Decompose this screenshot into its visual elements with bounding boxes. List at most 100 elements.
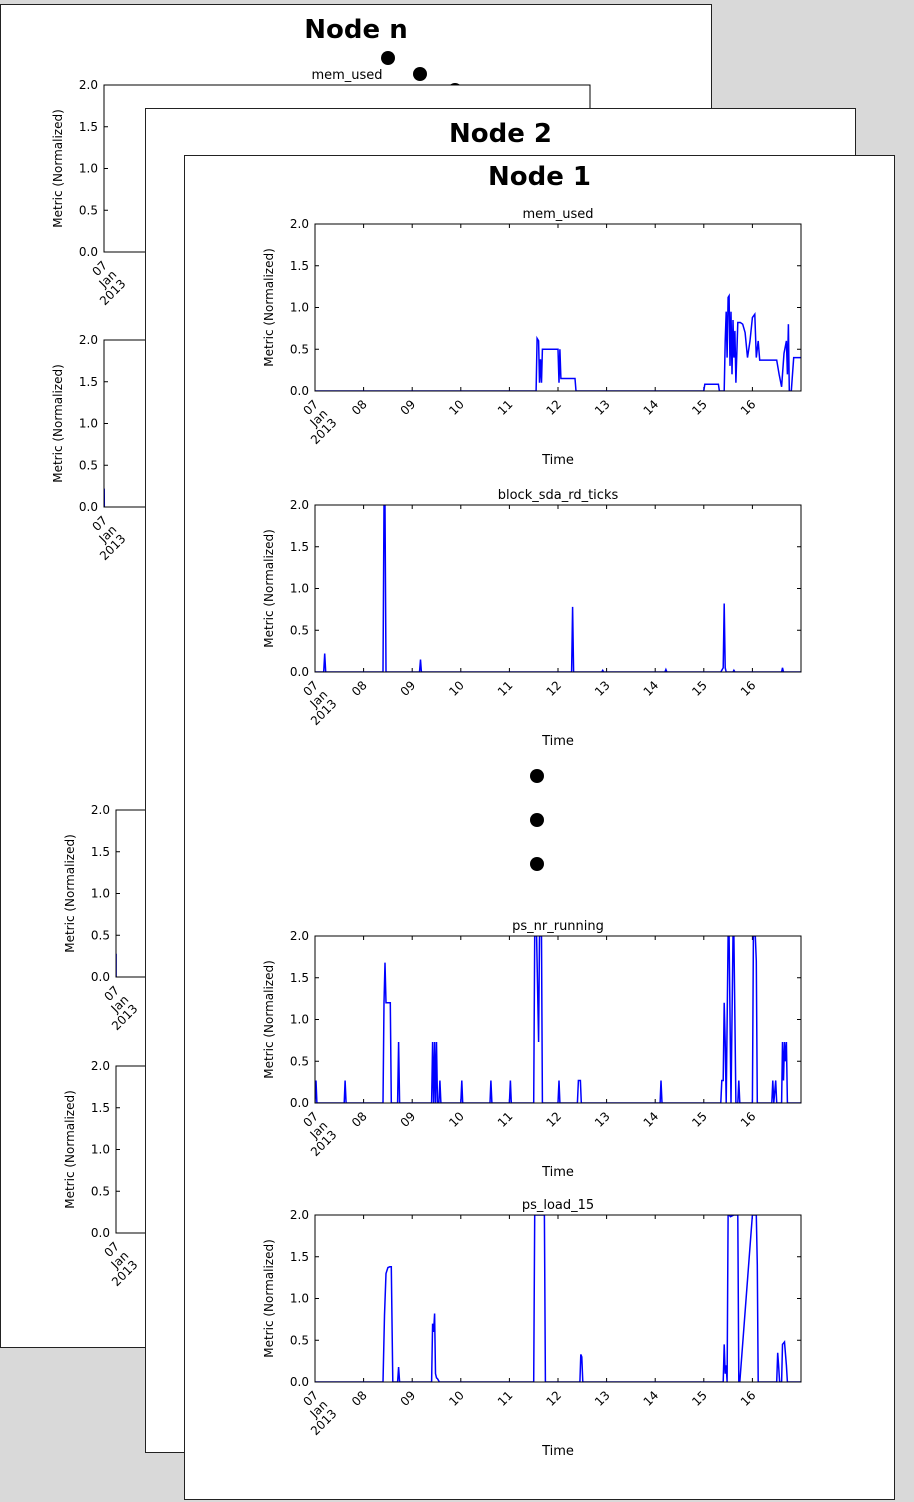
plot-ps-nr-running: ps_nr_running 0.0 0.5 1.0 1.5 2.0 Metric (Norm… — [262, 919, 802, 1180]
plot-area — [315, 936, 801, 1103]
x-tick-label: 15 — [689, 678, 710, 699]
y-axis-label: Metric (Normalized) — [262, 1239, 276, 1358]
plot-mem-used: mem_used 0.0 0.5 1.0 1.5 2.0 Metric (Normalize… — [262, 207, 802, 468]
y-tick-label: 0.0 — [91, 1226, 110, 1240]
y-tick-label: 0.0 — [79, 245, 98, 259]
x-tick-label: 10 — [446, 678, 467, 699]
plot-frame — [314, 1214, 802, 1383]
x-tick-label: 09 — [398, 678, 419, 699]
x-tick-label: 11 — [495, 1109, 516, 1130]
y-tick-label: 1.0 — [79, 417, 98, 431]
x-tick-label: 09 — [398, 1388, 419, 1409]
y-tick-label: 0.0 — [290, 665, 309, 679]
x-tick-label: 07Jan2013 — [79, 513, 129, 563]
y-tick-label: 0.5 — [91, 928, 110, 942]
y-tick-label: 1.0 — [79, 162, 98, 176]
ellipsis-dot-icon — [530, 857, 544, 871]
y-tick-label: 1.5 — [290, 1250, 309, 1264]
y-tick-label: 0.5 — [91, 1184, 110, 1198]
y-tick-label: 1.0 — [91, 887, 110, 901]
y-tick-label: 1.0 — [290, 301, 309, 315]
y-tick-label: 0.5 — [290, 623, 309, 637]
y-tick-label: 2.0 — [79, 333, 98, 347]
y-tick-label: 1.5 — [91, 845, 110, 859]
y-axis-label: Metric (Normalized) — [262, 960, 276, 1079]
y-tick-label: 1.5 — [290, 540, 309, 554]
y-tick-label: 1.5 — [91, 1101, 110, 1115]
x-tick-label: 07Jan2013 — [91, 983, 141, 1033]
plot-frame — [314, 935, 802, 1104]
y-tick-label: 0.0 — [79, 500, 98, 514]
x-tick-label: 16 — [738, 1109, 759, 1130]
x-tick-label: 07Jan2013 — [290, 397, 340, 447]
plot-area — [315, 505, 801, 672]
chart-title: ps_load_15 — [522, 1198, 594, 1213]
y-tick-label: 1.5 — [79, 120, 98, 134]
x-tick-label: 13 — [592, 1388, 613, 1409]
x-tick-label: 15 — [689, 397, 710, 418]
x-tick-label: 14 — [641, 1388, 662, 1409]
x-tick-label: 15 — [689, 1388, 710, 1409]
ellipsis-dot-icon — [530, 769, 544, 783]
x-tick-label: 07Jan2013 — [79, 258, 129, 308]
ellipsis-dot-icon — [530, 813, 544, 827]
plot-area — [315, 1215, 801, 1382]
y-tick-label: 2.0 — [290, 929, 309, 943]
x-tick-label: 13 — [592, 1109, 613, 1130]
y-tick-label: 1.0 — [290, 1013, 309, 1027]
sheet-title: Node 1 — [487, 162, 591, 192]
x-tick-label: 11 — [495, 678, 516, 699]
x-tick-label: 07Jan2013 — [91, 1239, 141, 1289]
plot-n-second: 0.0 0.5 1.0 1.5 2.0 Metric (Normalized) 07Jan2… — [51, 333, 147, 563]
y-tick-label: 0.5 — [290, 1333, 309, 1347]
y-axis-label: Metric (Normalized) — [63, 834, 77, 953]
chart-title: mem_used — [522, 207, 593, 222]
y-axis-label: Metric (Normalized) — [51, 109, 65, 228]
x-tick-label: 11 — [495, 1388, 516, 1409]
x-tick-label: 14 — [641, 678, 662, 699]
x-tick-label: 16 — [738, 1388, 759, 1409]
x-tick-label: 16 — [738, 678, 759, 699]
y-axis-label: Metric (Normalized) — [262, 248, 276, 367]
x-tick-label: 13 — [592, 678, 613, 699]
x-tick-label: 10 — [446, 397, 467, 418]
y-tick-label: 1.5 — [290, 259, 309, 273]
x-axis-label: Time — [541, 453, 574, 468]
x-axis-label: Time — [541, 1444, 574, 1459]
x-tick-label: 15 — [689, 1109, 710, 1130]
plot-n-fourth: 0.0 0.5 1.0 1.5 2.0 Metric (Normalized) 07Jan2… — [63, 1059, 147, 1289]
x-axis-label: Time — [541, 734, 574, 749]
y-tick-label: 2.0 — [290, 498, 309, 512]
x-tick-label: 10 — [446, 1388, 467, 1409]
y-tick-label: 1.0 — [91, 1143, 110, 1157]
plot-frame — [314, 223, 802, 392]
x-tick-label: 09 — [398, 1109, 419, 1130]
x-tick-label: 13 — [592, 397, 613, 418]
chart-title: ps_nr_running — [512, 919, 604, 934]
y-tick-label: 1.5 — [290, 971, 309, 985]
y-axis-label: Metric (Normalized) — [51, 364, 65, 483]
sheet-title: Node 2 — [448, 119, 552, 149]
x-axis-label: Time — [541, 1165, 574, 1180]
x-tick-label: 10 — [446, 1109, 467, 1130]
y-tick-label: 2.0 — [91, 1059, 110, 1073]
y-tick-label: 2.0 — [290, 1208, 309, 1222]
x-tick-label: 11 — [495, 397, 516, 418]
y-axis-label: Metric (Normalized) — [262, 529, 276, 648]
chart-title: mem_used — [311, 68, 382, 83]
y-tick-label: 2.0 — [290, 217, 309, 231]
plot-frame — [314, 504, 802, 673]
y-tick-label: 2.0 — [91, 803, 110, 817]
plot-area — [116, 1066, 146, 1233]
x-tick-label: 14 — [641, 397, 662, 418]
plot-area — [104, 340, 146, 507]
plot-ps-load-15: ps_load_15 0.0 0.5 1.0 1.5 2.0 Metric (Normali… — [262, 1198, 802, 1459]
x-tick-label: 12 — [543, 1388, 564, 1409]
x-tick-label: 07Jan2013 — [290, 1109, 340, 1159]
y-tick-label: 0.5 — [79, 203, 98, 217]
y-tick-label: 0.5 — [79, 458, 98, 472]
y-tick-label: 0.5 — [290, 342, 309, 356]
sheet-title: Node n — [304, 15, 408, 45]
ellipsis-dot-icon — [381, 51, 395, 65]
x-tick-label: 08 — [349, 678, 370, 699]
